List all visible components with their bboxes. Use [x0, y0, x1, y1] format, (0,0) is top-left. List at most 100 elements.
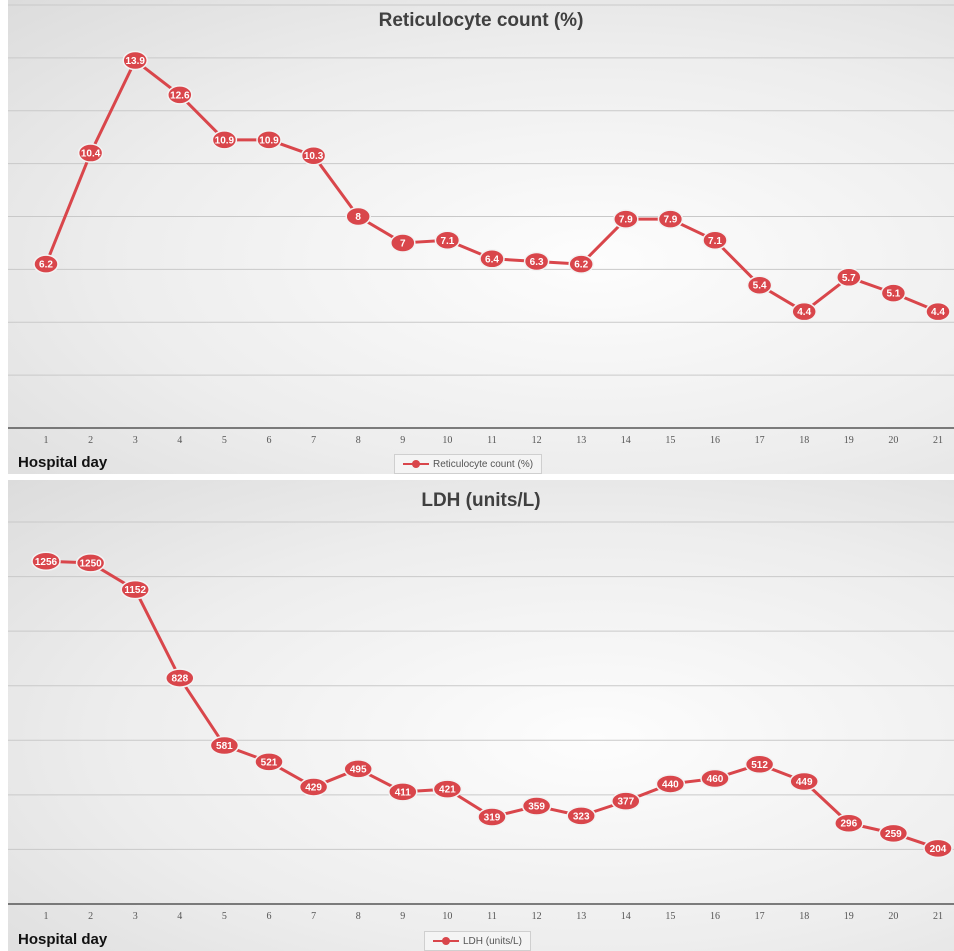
reticulocyte-x-tick-label: 12 — [532, 435, 542, 446]
reticulocyte-chart-title: Reticulocyte count (%) — [378, 10, 584, 31]
ldh-data-point — [477, 807, 507, 827]
ldh-data-point — [611, 791, 641, 811]
reticulocyte-chart-panel: Reticulocyte count (%) 1 2 3 4 5 6 7 8 9 10 11 12 13… — [8, 0, 954, 474]
reticulocyte-data-label: 6.2 — [574, 260, 588, 271]
reticulocyte-x-tick-label: 3 — [133, 435, 138, 446]
ldh-data-label: 259 — [885, 829, 902, 840]
ldh-x-tick-label: 5 — [222, 911, 227, 922]
ldh-x-tick-label: 21 — [933, 911, 943, 922]
reticulocyte-data-point — [925, 301, 951, 322]
legend-line-marker-icon — [433, 935, 459, 947]
ldh-data-point — [834, 813, 864, 833]
ldh-x-tick-label: 11 — [487, 911, 497, 922]
reticulocyte-x-tick-label: 11 — [487, 435, 497, 446]
ldh-x-tick-label: 15 — [665, 911, 675, 922]
reticulocyte-data-label: 6.3 — [530, 257, 544, 268]
ldh-x-tick-label: 19 — [844, 911, 854, 922]
reticulocyte-data-point — [613, 209, 639, 229]
reticulocyte-x-tick-label: 16 — [710, 435, 720, 446]
ldh-data-label: 1256 — [35, 557, 58, 568]
reticulocyte-data-point — [702, 230, 728, 251]
reticulocyte-data-label: 5.1 — [886, 289, 900, 300]
ldh-x-axis-label: Hospital day — [18, 931, 108, 948]
ldh-x-tick-label: 10 — [442, 911, 452, 922]
ldh-data-label: 377 — [617, 797, 634, 808]
ldh-data-label: 1152 — [124, 585, 146, 596]
ldh-chart-title: LDH (units/L) — [421, 490, 541, 511]
reticulocyte-data-point — [657, 209, 684, 229]
reticulocyte-data-label: 10.4 — [81, 149, 101, 160]
ldh-data-point — [120, 579, 150, 600]
ldh-data-point — [432, 779, 463, 799]
ldh-chart-panel: LDH (units/L) 1 2 3 4 5 6 7 8 9 10 11 12 13 14 15 16 17 1… — [8, 480, 954, 951]
reticulocyte-data-label: 10.3 — [304, 151, 324, 162]
reticulocyte-data-point — [256, 130, 282, 150]
reticulocyte-data-label: 6.4 — [485, 254, 499, 265]
ldh-data-point — [254, 752, 284, 772]
ldh-data-label: 359 — [528, 802, 545, 813]
ldh-x-tick-label: 16 — [710, 911, 720, 922]
reticulocyte-data-label: 7.9 — [663, 215, 677, 226]
ldh-data-label: 828 — [171, 674, 188, 685]
reticulocyte-legend: Reticulocyte count (%) — [394, 454, 543, 474]
ldh-x-tick-label: 4 — [177, 911, 182, 922]
ldh-data-label: 581 — [216, 741, 233, 752]
reticulocyte-x-tick-label: 6 — [267, 435, 272, 446]
ldh-x-tick-label: 14 — [621, 911, 631, 922]
reticulocyte-data-point — [836, 267, 862, 288]
reticulocyte-x-tick-label: 5 — [222, 435, 227, 446]
ldh-data-label: 449 — [796, 777, 813, 788]
reticulocyte-x-tick-label: 14 — [621, 435, 631, 446]
ldh-x-tick-label: 2 — [88, 911, 93, 922]
reticulocyte-x-tick-label: 1 — [44, 435, 49, 446]
reticulocyte-data-label: 8 — [355, 212, 361, 223]
ldh-data-point — [789, 771, 819, 792]
ldh-data-point — [700, 768, 730, 789]
ldh-x-tick-label: 7 — [311, 911, 316, 922]
reticulocyte-data-label: 10.9 — [215, 135, 235, 146]
reticulocyte-data-label: 7.1 — [708, 236, 722, 247]
reticulocyte-x-tick-label: 18 — [799, 435, 809, 446]
ldh-data-point — [744, 754, 775, 775]
reticulocyte-data-point — [880, 283, 907, 303]
ldh-data-point — [566, 806, 596, 826]
reticulocyte-data-point — [746, 275, 773, 295]
ldh-data-point — [878, 823, 909, 844]
reticulocyte-data-point — [434, 230, 461, 251]
reticulocyte-x-axis-label: Hospital day — [18, 454, 108, 471]
ldh-legend-label: LDH (units/L) — [463, 935, 522, 947]
ldh-data-point — [31, 551, 61, 572]
ldh-data-point — [209, 735, 240, 756]
reticulocyte-x-tick-label: 13 — [576, 435, 586, 446]
ldh-x-tick-label: 20 — [888, 911, 898, 922]
reticulocyte-x-tick-label: 7 — [311, 435, 316, 446]
ldh-data-point — [165, 668, 195, 688]
ldh-data-label: 512 — [751, 760, 768, 771]
reticulocyte-data-point — [300, 145, 327, 166]
reticulocyte-data-label: 5.4 — [753, 281, 767, 292]
reticulocyte-data-label: 12.6 — [170, 90, 190, 101]
ldh-data-label: 460 — [707, 774, 724, 785]
ldh-series-line — [45, 559, 939, 850]
reticulocyte-x-tick-label: 8 — [356, 435, 361, 446]
ldh-x-tick-label: 3 — [133, 911, 138, 922]
ldh-x-tick-label: 9 — [400, 911, 405, 922]
ldh-x-tick-label: 18 — [799, 911, 809, 922]
ldh-data-label: 1250 — [79, 558, 102, 569]
reticulocyte-x-tick-label: 21 — [933, 435, 943, 446]
reticulocyte-data-point — [122, 50, 148, 71]
ldh-data-point — [655, 774, 686, 794]
ldh-data-point — [388, 782, 418, 802]
reticulocyte-x-tick-label: 19 — [844, 435, 854, 446]
reticulocyte-x-tick-label: 9 — [400, 435, 405, 446]
ldh-data-point — [298, 777, 329, 797]
reticulocyte-chart-plot: 1 2 3 4 5 6 7 8 9 10 11 12 13 14 15 16 17 18 19 20 216.210.4… — [8, 4, 954, 446]
reticulocyte-x-tick-label: 20 — [888, 435, 898, 446]
reticulocyte-x-tick-label: 17 — [755, 435, 765, 446]
ldh-legend: LDH (units/L) — [424, 931, 531, 951]
reticulocyte-x-tick-label: 4 — [177, 435, 182, 446]
reticulocyte-data-point — [479, 249, 505, 269]
ldh-data-label: 411 — [395, 787, 412, 798]
reticulocyte-x-tick-label: 2 — [88, 435, 93, 446]
